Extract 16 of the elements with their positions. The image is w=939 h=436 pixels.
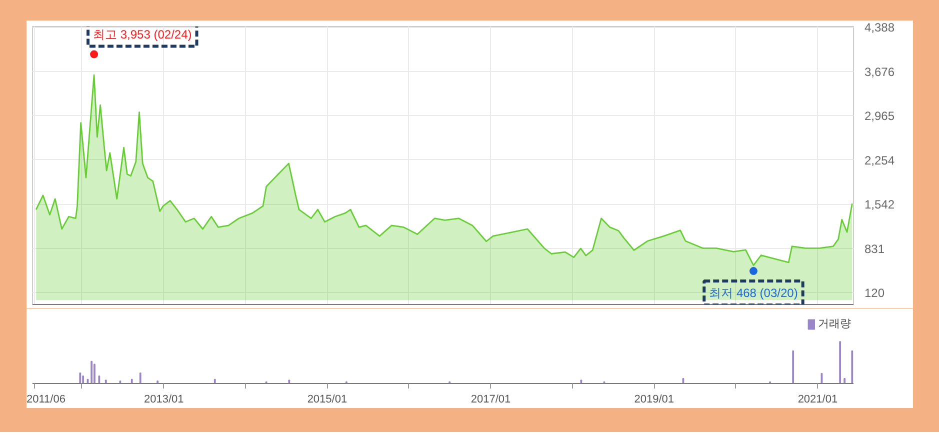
annotation: 최저 468 (03/20) — [709, 286, 798, 300]
y-tick-label: 2,965 — [864, 109, 895, 124]
x-tick-label: 2021/01 — [798, 394, 838, 406]
annotation: 최고 3,953 (02/24) — [93, 27, 192, 42]
x-tick-label: 2011/06 — [26, 394, 66, 406]
y-tick-label: 831 — [864, 242, 885, 256]
y-tick-label: 2,254 — [864, 153, 895, 168]
x-tick-label: 2013/01 — [144, 394, 184, 406]
x-tick-label: 2017/01 — [470, 394, 511, 406]
x-tick-label: 2019/01 — [634, 394, 674, 406]
x-tick-label: 2015/01 — [307, 394, 348, 406]
y-tick-label: 120 — [864, 286, 885, 300]
legend-label: 거래량 — [818, 317, 851, 331]
y-tick-label: 3,676 — [864, 65, 895, 80]
y-tick-label: 4,388 — [864, 20, 895, 35]
y-tick-label: 1,542 — [864, 198, 895, 212]
